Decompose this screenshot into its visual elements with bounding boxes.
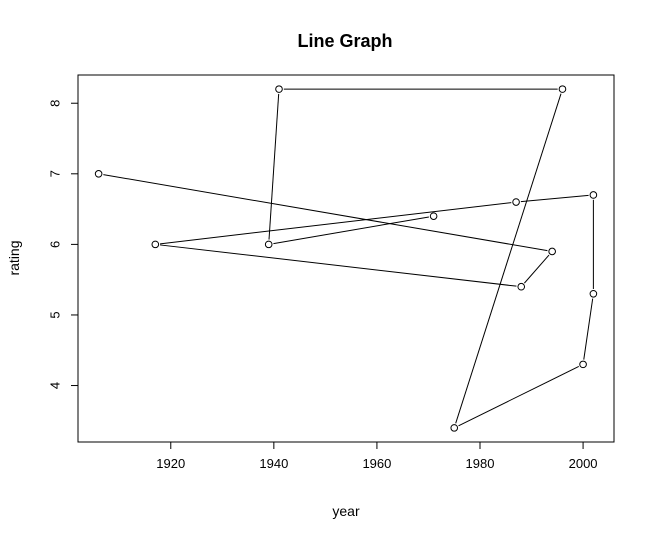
data-point [151, 240, 160, 249]
data-point [429, 212, 438, 220]
x-tick-label: 2000 [569, 456, 598, 471]
y-tick-label: 4 [47, 382, 62, 389]
x-axis-label: year [332, 503, 360, 519]
y-axis-label: rating [6, 240, 22, 275]
data-point [579, 360, 587, 369]
data-point [264, 240, 273, 249]
y-tick-label: 6 [47, 241, 62, 248]
series-line-segment [273, 216, 429, 245]
series-line-segment [520, 194, 589, 203]
x-tick-label: 1940 [259, 456, 288, 471]
series-line-segment [160, 244, 517, 287]
data-point [94, 170, 103, 178]
series-layer [94, 85, 598, 432]
series-line-segment [583, 298, 594, 360]
data-point [275, 85, 283, 93]
x-tick-label: 1980 [466, 456, 495, 471]
data-point [558, 85, 567, 93]
series-line-segment [103, 174, 548, 252]
data-point [548, 247, 556, 256]
data-point [589, 191, 598, 199]
plot-frame [77, 74, 615, 443]
series-line-segment [160, 202, 512, 245]
data-point [589, 289, 598, 298]
chart-title: Line Graph [297, 31, 392, 51]
series-line-segment [458, 366, 579, 427]
y-tick-label: 5 [47, 311, 62, 318]
data-point [512, 198, 520, 206]
x-tick-label: 1960 [362, 456, 391, 471]
y-tick-label: 7 [47, 170, 62, 177]
x-axis: 1920 1940 1960 1980 2000 [156, 442, 598, 471]
series-line-segment [455, 93, 562, 424]
data-point [450, 424, 459, 432]
y-axis: 4 5 6 7 8 [47, 100, 78, 389]
data-point [517, 282, 526, 291]
series-line-segment [524, 254, 550, 284]
y-tick-label: 8 [47, 100, 62, 107]
x-tick-label: 1920 [156, 456, 185, 471]
series-line-segment [268, 93, 280, 240]
